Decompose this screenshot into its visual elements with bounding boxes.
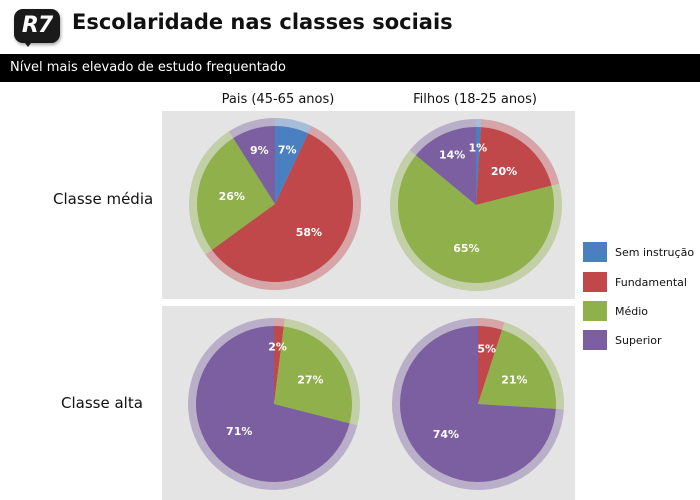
legend-label-medio: Médio xyxy=(615,304,649,318)
r7-logo: R7 xyxy=(14,9,60,43)
pie-classe-alta-pais: 2% 27% 71% xyxy=(188,318,361,491)
legend-swatch-superior xyxy=(583,330,607,350)
pie-label-medio: 26% xyxy=(219,190,245,203)
column-header-pais: Pais (45-65 anos) xyxy=(221,92,335,107)
pie-label-fundamental: 20% xyxy=(491,165,517,178)
pie-slice-fundamental xyxy=(211,133,353,282)
legend-item-superior: Superior xyxy=(583,330,662,350)
pie-label-superior: 14% xyxy=(439,148,465,161)
pie-slice-superior xyxy=(196,326,350,482)
legend-swatch-medio xyxy=(583,301,607,321)
legend-item-fundamental: Fundamental xyxy=(583,272,687,292)
legend-item-medio: Médio xyxy=(583,301,648,321)
page-title: Escolaridade nas classes sociais xyxy=(72,10,453,34)
pie-label-sem-instrucao: 7% xyxy=(278,143,297,156)
pie-slice-medio xyxy=(398,155,554,283)
pie-label-sem-instrucao: 1% xyxy=(468,141,487,154)
pie-slice-medio xyxy=(274,326,353,424)
row-label-classe-media: Classe média xyxy=(53,190,154,208)
pie-classe-media-filhos: 1% 20% 65% 14% xyxy=(390,118,562,291)
pie-slice-medio xyxy=(478,329,556,409)
pie-label-medio: 65% xyxy=(453,242,479,255)
pie-label-fundamental: 58% xyxy=(296,226,322,239)
pie-slice-superior xyxy=(233,126,275,204)
pie-classe-alta-filhos: 5% 21% 74% xyxy=(392,318,564,490)
pie-slice-medio xyxy=(196,138,275,250)
pie-slice-fundamental xyxy=(274,326,284,404)
legend-swatch-fundamental xyxy=(583,272,607,292)
pie-label-medio: 21% xyxy=(501,373,527,386)
legend-item-sem-instrucao: Sem instrução xyxy=(583,242,694,262)
pie-label-superior: 71% xyxy=(226,425,252,438)
pie-classe-media-pais: 7% 58% 26% 9% xyxy=(189,118,362,291)
legend-label-superior: Superior xyxy=(615,333,662,347)
pie-label-fundamental: 5% xyxy=(477,343,496,356)
pie-slice-superior xyxy=(415,127,476,205)
subtitle-text: Nível mais elevado de estudo frequentado xyxy=(10,60,286,75)
legend-swatch-sem-instrucao xyxy=(583,242,607,262)
pie-label-superior: 9% xyxy=(250,144,269,157)
subtitle-bar: Nível mais elevado de estudo frequentado xyxy=(0,54,700,82)
pie-label-fundamental: 2% xyxy=(268,341,287,354)
logo-tail xyxy=(22,39,34,47)
pie-slice-sem-instrucao xyxy=(275,126,309,204)
pie-slice-fundamental xyxy=(476,127,552,205)
pie-slice-sem-instrucao xyxy=(476,127,481,205)
legend-label-sem-instrucao: Sem instrução xyxy=(615,245,695,259)
pie-label-superior: 74% xyxy=(433,428,459,441)
legend-label-fundamental: Fundamental xyxy=(615,275,687,289)
column-header-filhos: Filhos (18-25 anos) xyxy=(413,92,537,107)
pie-slice-superior xyxy=(399,326,556,482)
pie-slice-fundamental xyxy=(478,326,503,404)
row-label-classe-alta: Classe alta xyxy=(61,394,143,412)
pie-label-medio: 27% xyxy=(297,373,323,386)
